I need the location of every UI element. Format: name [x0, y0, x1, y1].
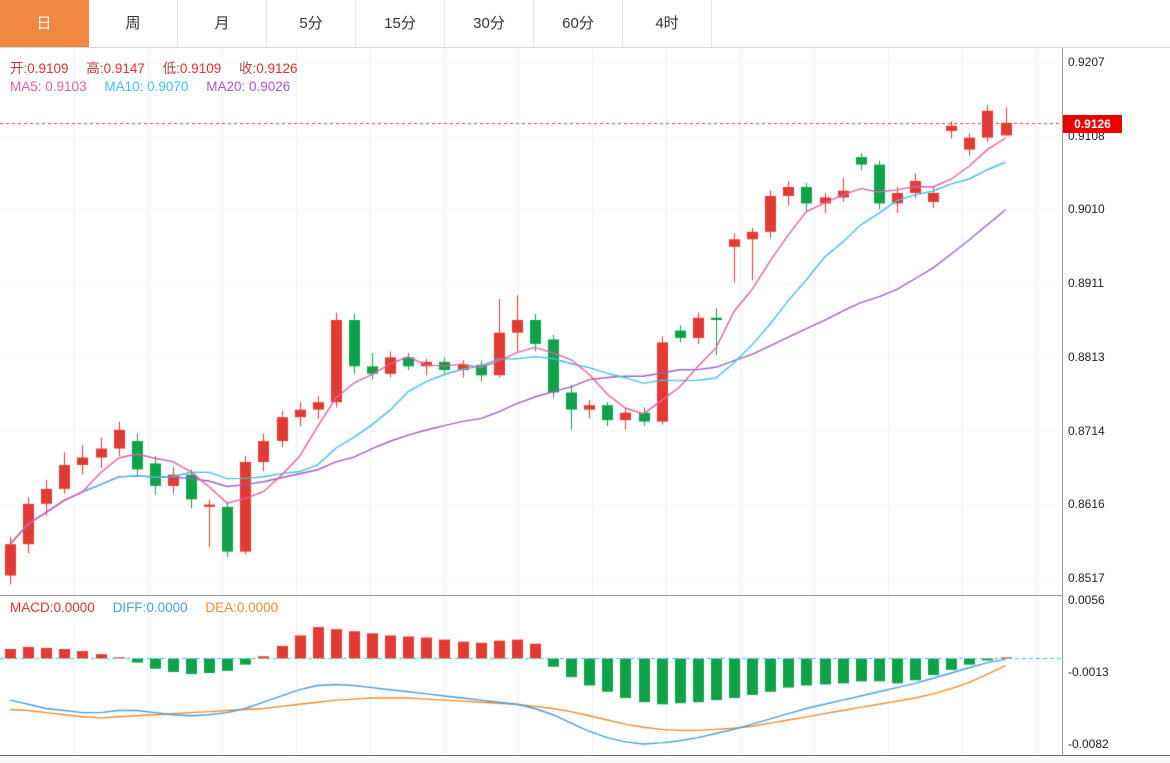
dea-value: 0.0000 [236, 600, 279, 615]
price-axis-label: 0.9108 [1068, 129, 1105, 144]
horizontal-scrollbar[interactable] [0, 756, 1170, 763]
close-value: 0.9126 [256, 61, 298, 76]
tab-15min[interactable]: 15分 [356, 0, 445, 47]
low-value: 0.9109 [179, 61, 222, 76]
macd-label: MACD: [10, 600, 54, 615]
price-axis-label: 0.8911 [1068, 276, 1104, 291]
ma10-label: MA10: [104, 79, 144, 94]
macd-axis-label: -0.0013 [1068, 664, 1109, 679]
tab-week[interactable]: 周 [89, 0, 178, 47]
macd-value: 0.0000 [53, 600, 95, 615]
ohlc-readout: 开:0.9109 高:0.9147 低:0.9109 收:0.9126 [10, 57, 312, 77]
macd-readout: MACD:0.0000 DIFF:0.0000 DEA:0.0000 [10, 600, 292, 615]
tabbar-filler [712, 0, 1170, 47]
high-label: 高: [86, 61, 104, 76]
tab-day[interactable]: 日 [0, 0, 89, 47]
tab-4hour[interactable]: 4时 [623, 0, 712, 47]
timeframe-tabbar: 日 周 月 5分 15分 30分 60分 4时 [0, 0, 1170, 48]
macd-axis-label: 0.0056 [1068, 592, 1105, 607]
close-label: 收: [238, 61, 257, 76]
diff-value: 0.0000 [146, 600, 188, 615]
current-price-tag: 0.9126 [1063, 114, 1122, 133]
panel-divider-line [0, 595, 1062, 596]
open-label: 开: [10, 61, 28, 76]
dea-label: DEA: [205, 600, 237, 615]
high-value: 0.9147 [103, 61, 145, 76]
price-axis-label: 0.9010 [1068, 202, 1105, 217]
tab-60min[interactable]: 60分 [534, 0, 623, 47]
ma20-label: MA20: [206, 79, 246, 94]
price-axis-label: 0.9207 [1068, 55, 1105, 70]
open-value: 0.9109 [27, 61, 69, 76]
axis-separator-line [1062, 48, 1063, 755]
macd-chart[interactable] [0, 596, 1062, 755]
price-axis-label: 0.8517 [1068, 570, 1105, 585]
price-axis-label: 0.8714 [1068, 423, 1105, 438]
ma-readout: MA5: 0.9103 MA10: 0.9070 MA20: 0.9026 [10, 79, 304, 94]
chart-bottom-border [0, 755, 1170, 756]
low-label: 低: [162, 61, 180, 76]
macd-axis-label: -0.0082 [1068, 736, 1109, 751]
tab-30min[interactable]: 30分 [445, 0, 534, 47]
diff-label: DIFF: [112, 600, 147, 615]
ma20-value: 0.9026 [249, 79, 291, 94]
ma10-value: 0.9070 [147, 79, 189, 94]
tab-month[interactable]: 月 [178, 0, 267, 47]
price-axis-label: 0.8813 [1068, 349, 1105, 364]
ma5-value: 0.9103 [45, 79, 87, 94]
price-axis-label: 0.8616 [1068, 496, 1105, 511]
candlestick-chart[interactable] [0, 48, 1062, 595]
tab-5min[interactable]: 5分 [267, 0, 356, 47]
ma5-label: MA5: [10, 79, 42, 94]
